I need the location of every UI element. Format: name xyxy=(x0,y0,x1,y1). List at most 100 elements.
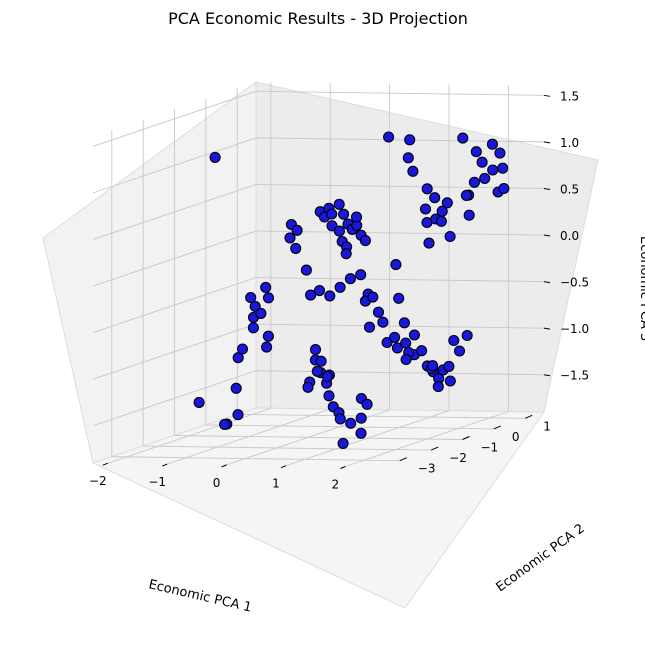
data-point xyxy=(497,162,509,174)
data-point xyxy=(381,336,393,349)
grid-line xyxy=(92,230,257,287)
data-point xyxy=(309,344,322,356)
data-point xyxy=(193,396,205,408)
data-point xyxy=(334,281,346,293)
data-point xyxy=(326,220,338,232)
axis-ticks: −2 −1 0 1 2 −3 −2 −1 0 1 −1.5 −1.0 −0.5 0.0 0.5 1.0 1.5 xyxy=(89,89,589,491)
grid-line xyxy=(92,184,257,240)
z-tick-label: −1.5 xyxy=(560,369,589,383)
y-tick-label: −3 xyxy=(418,462,436,476)
data-point xyxy=(393,292,405,304)
data-point xyxy=(355,412,367,424)
data-point xyxy=(232,352,244,364)
grid-line xyxy=(255,277,545,283)
data-point xyxy=(322,371,334,383)
data-point xyxy=(407,165,419,177)
z-tick-label: 1.0 xyxy=(560,136,579,150)
data-point xyxy=(416,345,428,357)
data-point xyxy=(372,306,385,318)
data-point xyxy=(209,151,221,163)
data-point xyxy=(326,208,338,220)
data-point xyxy=(453,345,466,357)
y-axis-label: Economic PCA 2 xyxy=(494,521,588,595)
data-point xyxy=(261,341,273,353)
y-tick-mark xyxy=(399,457,408,462)
grid-line xyxy=(255,90,545,96)
x-tick-label: −2 xyxy=(89,474,107,488)
data-points xyxy=(193,131,510,449)
grid-line xyxy=(92,370,257,427)
data-point xyxy=(361,398,373,410)
data-point xyxy=(300,264,312,276)
y-tick-mark xyxy=(493,425,502,430)
data-point xyxy=(355,427,367,439)
x-tick-label: 1 xyxy=(272,477,280,491)
data-point xyxy=(448,334,460,347)
data-point xyxy=(398,317,410,329)
data-point xyxy=(290,242,302,254)
grid-line xyxy=(92,323,257,380)
z-tick-label: 0.0 xyxy=(560,229,579,243)
data-point xyxy=(323,390,335,402)
z-axis-label: Economic PCA 3 xyxy=(637,236,645,341)
data-point xyxy=(389,331,401,343)
y-tick-mark xyxy=(524,414,533,419)
data-point xyxy=(468,176,480,188)
x-tick-label: −1 xyxy=(148,475,166,489)
data-point xyxy=(344,273,356,285)
x-tick-label: 0 xyxy=(213,476,221,490)
data-point xyxy=(419,203,432,215)
data-point xyxy=(408,329,420,341)
data-point xyxy=(457,132,469,144)
data-point xyxy=(311,365,323,377)
data-point xyxy=(476,156,488,168)
z-tick-mark xyxy=(543,141,551,144)
z-tick-mark xyxy=(543,327,551,330)
z-tick-mark xyxy=(543,94,551,97)
data-point xyxy=(402,152,414,164)
x-axis-label: Economic PCA 1 xyxy=(147,577,253,615)
left-pane xyxy=(42,81,257,464)
data-point xyxy=(400,353,412,366)
data-point xyxy=(302,381,314,393)
grid-line xyxy=(143,445,432,451)
data-point xyxy=(219,418,231,430)
y-tick-mark xyxy=(462,436,470,440)
grid-line xyxy=(255,230,545,236)
data-point xyxy=(444,230,456,243)
x-tick-mark xyxy=(102,462,109,466)
data-point xyxy=(391,342,403,354)
data-point xyxy=(429,192,441,204)
data-point xyxy=(291,224,303,236)
x-tick-mark xyxy=(162,463,168,467)
data-point xyxy=(337,437,349,449)
z-tick-mark xyxy=(543,234,551,237)
data-point xyxy=(232,409,244,421)
y-tick-label: 0 xyxy=(512,430,520,444)
data-point xyxy=(315,355,327,367)
data-point xyxy=(494,147,506,159)
grid-line xyxy=(255,370,545,376)
y-tick-label: −2 xyxy=(449,451,467,465)
data-point xyxy=(383,131,395,143)
x-tick-mark xyxy=(221,464,227,468)
x-tick-label: 2 xyxy=(332,478,340,492)
data-point xyxy=(486,138,498,150)
data-point xyxy=(340,248,352,260)
data-point xyxy=(443,360,455,372)
z-tick-label: 1.5 xyxy=(560,89,579,103)
data-point xyxy=(461,329,473,342)
data-point xyxy=(427,360,439,372)
grid-line xyxy=(237,413,526,419)
data-point xyxy=(487,164,499,176)
data-point xyxy=(470,146,482,158)
y-tick-mark xyxy=(430,446,439,451)
data-point xyxy=(236,343,249,355)
grid-line xyxy=(174,435,463,440)
data-point xyxy=(444,375,456,387)
chart-title: PCA Economic Results - 3D Projection xyxy=(168,9,468,28)
data-point xyxy=(334,413,346,425)
data-point xyxy=(262,292,275,304)
data-point xyxy=(338,208,350,220)
grid-line xyxy=(92,277,257,334)
